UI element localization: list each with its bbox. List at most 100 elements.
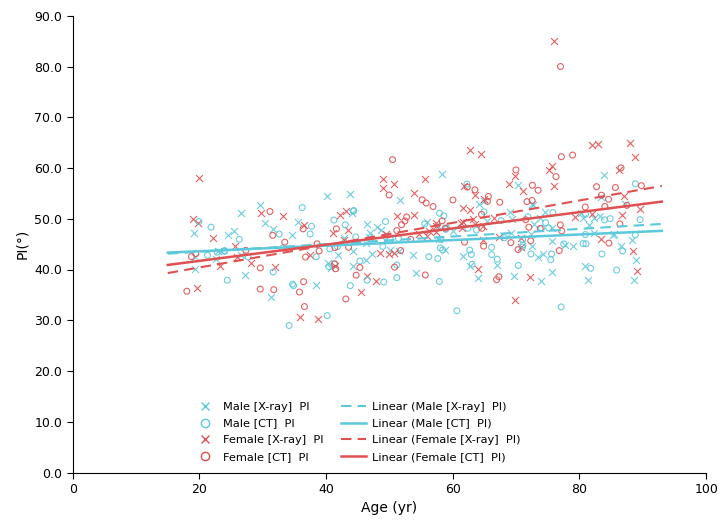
Point [354,257,365,265]
Point [219,246,231,255]
Point [615,164,627,172]
Point [481,217,493,225]
Point [532,186,544,194]
Point [584,220,596,229]
Point [377,242,389,250]
Point [475,210,487,218]
Point [617,247,628,255]
Point [194,174,205,182]
Point [491,255,503,264]
Point [575,208,587,217]
Point [504,208,515,216]
Point [384,235,396,244]
Point [614,166,625,175]
Point [457,204,469,213]
Point [509,172,521,181]
Point [486,250,497,259]
Point [300,253,312,261]
Point [556,227,568,235]
Point [419,220,430,228]
Point [534,224,546,233]
Point [430,228,442,236]
Point [527,201,539,209]
Point [427,202,439,211]
Point [331,243,343,251]
Point [188,229,199,237]
Point [254,285,266,293]
Point [475,150,487,158]
Point [210,255,221,264]
Point [598,171,610,180]
Point [588,229,600,238]
Point [286,230,298,239]
Point [267,224,279,233]
Point [360,239,372,247]
Point [296,203,308,212]
Point [457,251,469,260]
Point [298,221,309,229]
Point [240,246,252,255]
Point [506,215,518,223]
Point [537,250,548,258]
Point [234,235,245,244]
Point [321,192,333,201]
Point [312,315,323,323]
Point [590,183,602,191]
Point [222,230,234,239]
Point [526,230,537,238]
Point [451,307,463,315]
Point [459,182,470,191]
Point [517,240,529,249]
Point [528,219,539,228]
Point [371,223,383,232]
Point [483,192,494,201]
Point [548,37,560,45]
Point [478,222,489,230]
Point [384,246,395,254]
Point [207,234,219,242]
Point [283,321,295,330]
Point [438,212,450,220]
Point [341,206,352,215]
Point [513,245,524,254]
Point [265,293,277,301]
Point [596,250,608,258]
Point [366,250,378,258]
Point [616,242,628,250]
Point [440,224,451,233]
Point [592,140,604,149]
Point [464,261,476,270]
Point [411,269,422,277]
Point [513,261,524,270]
Point [607,230,619,239]
Point [430,222,442,230]
Point [306,222,317,230]
Point [344,281,356,290]
Point [630,153,641,161]
Point [634,205,646,213]
Point [340,295,352,303]
Legend: Male [X-ray]  PI, Male [CT]  PI, Female [X-ray]  PI, Female [CT]  PI, Linear (Ma: Male [X-ray] PI, Male [CT] PI, Female [X… [192,402,521,462]
Point [391,274,403,282]
Point [255,209,266,217]
Point [380,217,392,226]
Point [544,166,555,174]
Point [354,264,365,272]
Point [239,270,250,279]
Point [464,206,476,214]
Point [401,213,413,221]
Point [515,234,527,243]
Point [214,261,226,270]
Point [187,215,199,223]
Point [472,265,484,274]
Point [273,230,285,238]
Point [472,274,483,282]
X-axis label: Age (yr): Age (yr) [361,501,418,516]
Point [547,208,558,217]
Point [585,264,596,272]
Point [470,226,482,234]
Point [569,213,581,222]
Point [361,219,373,228]
Point [547,162,558,171]
Point [313,247,325,255]
